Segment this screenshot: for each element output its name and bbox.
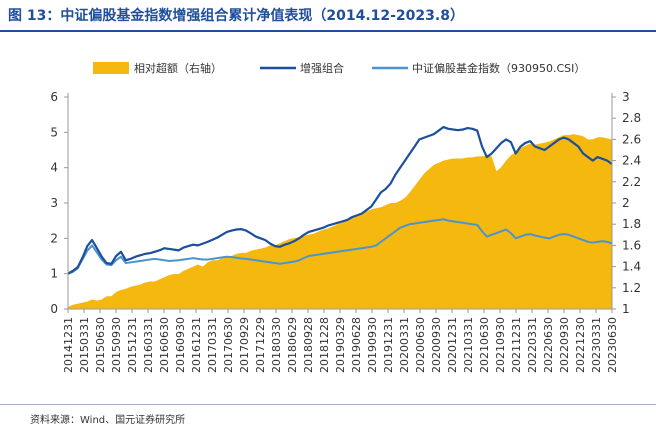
y-left-tick-label: 1 — [50, 267, 58, 281]
x-tick-label: 20180629 — [286, 317, 299, 373]
axes: 0 1 2 3 4 5 6 1 1.2 1.4 1.6 1.8 2 2.2 2.4 2.6 2.8 3 201412… — [50, 90, 641, 373]
x-tick-label: 20201231 — [446, 317, 459, 373]
x-tick-label: 20150930 — [110, 317, 123, 373]
y-right-tick-label: 1.4 — [622, 260, 641, 274]
x-tick-label: 20160331 — [142, 317, 155, 373]
y-left-tick-label: 4 — [50, 161, 58, 175]
x-tick-label: 20200331 — [398, 317, 411, 373]
y-left-tick-label: 5 — [50, 125, 58, 139]
bottom-rule — [0, 404, 656, 405]
x-tick-label: 20200930 — [430, 317, 443, 373]
y-right-tick-label: 2.8 — [622, 111, 641, 125]
x-tick-label: 20190628 — [350, 317, 363, 373]
y-right-tick-label: 2.2 — [622, 175, 641, 189]
y-left-tick-label: 6 — [50, 90, 58, 104]
y-left-tick-label: 3 — [50, 196, 58, 210]
title-rule — [0, 30, 656, 32]
source-note: 资料来源：Wind、国元证券研究所 — [30, 415, 186, 426]
x-tick-label: 20191231 — [382, 317, 395, 373]
x-tick-label: 20190329 — [334, 317, 347, 373]
series-line-index — [67, 218, 613, 275]
x-tick-label: 20210630 — [478, 317, 491, 373]
legend-swatch-excess — [93, 62, 129, 74]
y-right-tick-label: 1.6 — [622, 238, 641, 252]
y-right-tick-label: 2.6 — [622, 132, 641, 146]
x-tick-label: 20220630 — [542, 317, 555, 373]
x-tick-label: 20210930 — [494, 317, 507, 373]
x-tick-label: 20230630 — [606, 317, 619, 373]
y-right-tick-label: 1.2 — [622, 281, 641, 295]
x-tick-label: 20221230 — [574, 317, 587, 373]
x-tick-label: 20220331 — [526, 317, 539, 373]
x-tick-label: 20170630 — [222, 317, 235, 373]
x-tick-label: 20220930 — [558, 317, 571, 373]
y-right-tick-label: 2 — [622, 196, 630, 210]
legend-label-excess: 相对超额（右轴） — [134, 61, 222, 75]
x-tick-label: 20160630 — [158, 317, 171, 373]
x-tick-label: 20200630 — [414, 317, 427, 373]
x-tick-label: 20180928 — [302, 317, 315, 373]
x-tick-label: 20211231 — [510, 317, 523, 373]
legend-label-index: 中证偏股基金指数（930950.CSI） — [412, 61, 585, 75]
page-title: 图 13：中证偏股基金指数增强组合累计净值表现（2014.12-2023.8） — [8, 8, 464, 24]
x-tick-label: 20161231 — [190, 317, 203, 373]
x-tick-label: 20180330 — [270, 317, 283, 373]
x-tick-label: 20170331 — [206, 317, 219, 373]
x-tick-label: 20171229 — [254, 317, 267, 373]
x-tick-label: 20190930 — [366, 317, 379, 373]
x-tick-label: 20210331 — [462, 317, 475, 373]
legend-label-enhanced: 增强组合 — [300, 61, 344, 75]
x-tick-label: 20151231 — [126, 317, 139, 373]
y-right-tick-label: 2.4 — [622, 154, 641, 168]
x-tick-label: 20141231 — [62, 317, 75, 373]
series-line-enhanced — [67, 125, 613, 275]
chart-svg: 相对超额（右轴） 增强组合 中证偏股基金指数（930950.CSI） 0 1 2 3 4 5 6… — [50, 61, 641, 373]
y-right-tick-label: 3 — [622, 90, 630, 104]
x-tick-label: 20150630 — [94, 317, 107, 373]
series-area-excess — [68, 134, 612, 309]
x-tick-label: 20230331 — [590, 317, 603, 373]
plot-area — [67, 125, 613, 309]
x-tick-label: 20150331 — [78, 317, 91, 373]
y-right-tick-label: 1 — [622, 302, 630, 316]
y-right-tick-label: 1.8 — [622, 217, 641, 231]
legend: 相对超额（右轴） 增强组合 中证偏股基金指数（930950.CSI） — [93, 61, 585, 75]
y-left-tick-label: 2 — [50, 231, 58, 245]
x-tick-label: 20170929 — [238, 317, 251, 373]
y-left-tick-label: 0 — [50, 302, 58, 316]
x-tick-label: 20160930 — [174, 317, 187, 373]
x-tick-label: 20181228 — [318, 317, 331, 373]
